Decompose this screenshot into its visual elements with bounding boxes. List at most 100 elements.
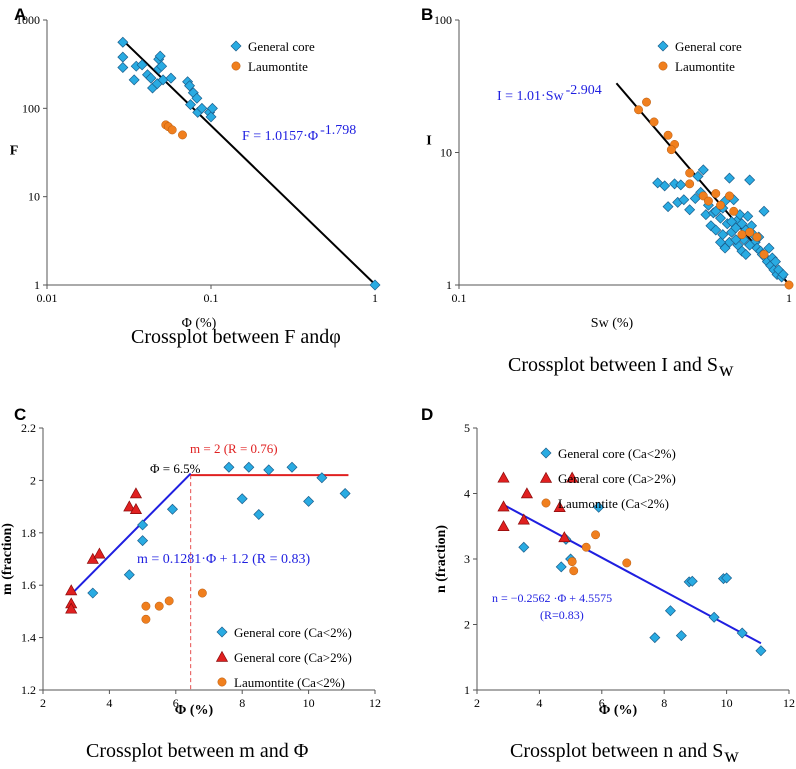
legend-marker-diamond [657,40,669,52]
data-point-triangle [93,547,106,559]
data-point-diamond [196,102,208,114]
data-point-circle [685,179,695,189]
data-point-diamond [740,248,752,260]
data-point-circle [724,191,734,201]
data-point-circle [197,588,207,598]
data-point-diamond [662,201,674,213]
data-point-diamond [184,80,196,92]
data-point-triangle [566,471,579,483]
data-point-diamond [185,99,197,111]
data-point-diamond [156,60,168,72]
data-point-circle [622,558,632,568]
data-point-diamond [303,495,315,507]
data-point-diamond [675,630,687,642]
y-tick-label: 2 [464,618,470,632]
data-point-circle [164,596,174,606]
y-axis-label: m (fraction) [0,523,15,595]
data-point-diamond [736,627,748,639]
y-tick-label: 1.6 [21,578,36,592]
panel-c: C 2 4 6 8 10 12 1.2 1.4 1.6 1.8 2 2.2 Φ (%) m (fractio… [0,405,381,762]
data-point-diamond [744,239,756,251]
data-point-circle [567,557,577,567]
data-point-circle [178,130,187,140]
data-point-diamond [659,180,671,192]
fit-line-0 [503,503,762,645]
data-point-triangle [65,602,78,614]
panel-caption: Crossplot between n and S [510,740,723,762]
data-point-diamond [253,508,265,520]
data-point-circle [569,566,579,576]
panel-caption: Crossplot between I and S [508,354,718,376]
data-point-triangle [129,502,143,514]
legend-marker-circle [231,61,241,71]
fit-equation-blue: n = −0.2562 ·Φ + 4.5575 [492,591,612,605]
data-point-circle [167,125,177,135]
fit-equation-exponent: -1.798 [320,123,356,138]
y-tick-label: 3 [464,552,470,566]
data-point-circle [685,168,695,178]
data-point-diamond [205,111,217,123]
fit-equation-r: (R=0.83) [540,608,584,622]
data-point-triangle [497,500,510,512]
legend-label: Laumontite (Ca<2%) [234,675,345,690]
series-circle [161,120,187,140]
data-point-circle [634,105,643,115]
data-point-diamond [286,461,298,473]
data-point-circle [154,601,164,611]
y-tick-label: 2 [30,473,36,487]
data-point-diamond [145,72,157,84]
data-point-diamond [154,50,166,62]
data-point-circle [581,542,591,552]
panel-letter: C [14,405,26,424]
data-point-diamond [719,242,731,254]
x-tick-label: 4 [536,696,542,710]
data-point-diamond [316,472,328,484]
x-tick-label: 0.1 [204,291,219,305]
x-tick-label: 6 [173,696,179,710]
series-circle [634,97,794,290]
data-point-diamond [223,461,235,473]
data-point-diamond [710,224,722,236]
data-point-circle [649,117,659,127]
breakpoint-label: Φ = 6.5% [150,461,201,476]
y-tick-label: 1.4 [21,631,36,645]
data-point-diamond [708,611,720,623]
panel-a: A 0.01 0.1 1 1 10 100 1000 Φ (%) F General core Lau… [10,5,381,348]
y-tick-label: 1 [446,278,452,292]
data-point-diamond [744,174,756,186]
legend-label: General core (Ca<2%) [234,625,352,640]
data-point-circle [752,232,762,242]
data-point-diamond [137,519,149,531]
legend-label: General core (Ca>2%) [234,650,352,665]
data-point-diamond [166,503,178,515]
panel-letter: D [421,405,433,424]
data-point-diamond [263,464,275,476]
caption-subscript: w [724,745,739,767]
data-point-diamond [763,242,775,254]
x-tick-label: 12 [369,696,381,710]
data-point-diamond [191,92,203,104]
data-point-diamond [236,493,248,505]
data-point-diamond [518,541,530,553]
fit-equation-blue: m = 0.1281·Φ + 1.2 (R = 0.83) [137,552,310,567]
x-tick-label: 0.1 [452,291,467,305]
legend-label: General core [675,39,742,54]
panel-letter: A [14,5,26,24]
data-point-diamond [243,461,255,473]
legend-label: General core [248,39,315,54]
data-point-circle [737,230,747,240]
panel-caption: Crossplot between m and Φ [86,740,309,762]
data-point-diamond [593,501,605,513]
data-point-triangle [558,531,571,543]
series-diamond [87,461,351,599]
legend-marker-circle [658,61,668,71]
y-tick-label: 100 [434,13,452,27]
caption-subscript: w [719,359,734,381]
data-point-diamond [136,59,148,71]
data-point-circle [729,206,739,216]
data-point-circle [716,200,725,210]
x-tick-label: 8 [661,696,667,710]
x-axis-label: Sw (%) [591,316,634,331]
